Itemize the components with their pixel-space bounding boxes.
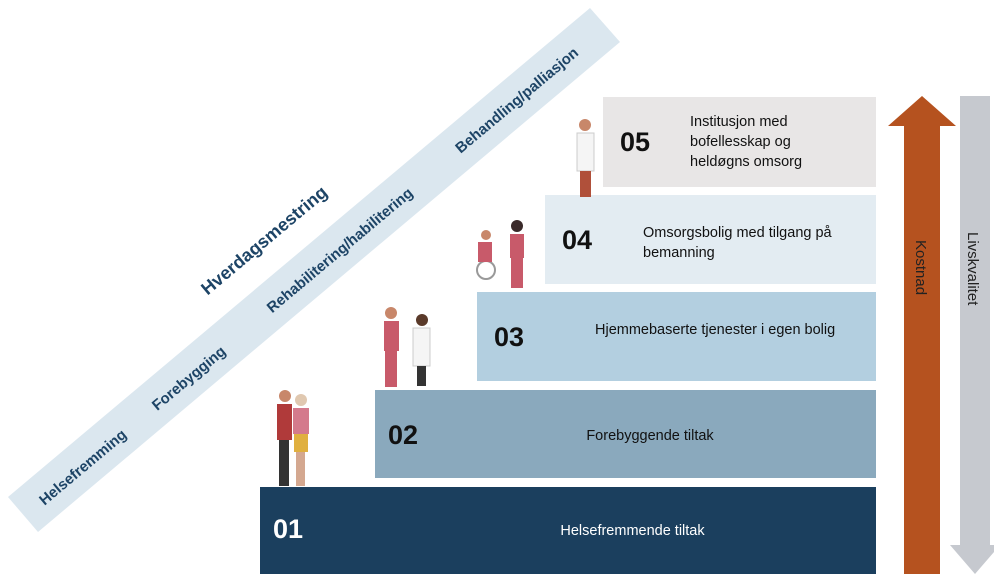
step-number: 05 bbox=[620, 127, 650, 158]
step-number: 04 bbox=[562, 225, 592, 256]
step-label: Omsorgsbolig med tilgang på bemanning bbox=[643, 223, 858, 263]
step-label: Hjemmebaserte tjenester i egen bolig bbox=[595, 320, 855, 340]
diagram: Hverdagsmestring Helsefremming Forebyggi… bbox=[0, 0, 994, 574]
quality-arrow bbox=[950, 96, 994, 574]
step-number: 02 bbox=[388, 420, 418, 451]
cost-arrow bbox=[888, 96, 956, 574]
step-number: 01 bbox=[273, 514, 303, 545]
arrow-label: Livskvalitet bbox=[964, 232, 981, 306]
step-number: 03 bbox=[494, 322, 524, 353]
page: Hverdagsmestring Helsefremming Forebyggi… bbox=[0, 0, 994, 574]
step-label: Forebyggende tiltak bbox=[540, 426, 760, 446]
band-item: Rehabilitering/habilitering bbox=[264, 185, 417, 317]
step-label: Institusjon med bofellesskap og heldøgns… bbox=[690, 112, 850, 172]
arrow-label: Kostnad bbox=[912, 240, 929, 295]
band-item: Behandling/palliasjon bbox=[452, 44, 582, 157]
step-label: Helsefremmende tiltak bbox=[520, 521, 745, 541]
